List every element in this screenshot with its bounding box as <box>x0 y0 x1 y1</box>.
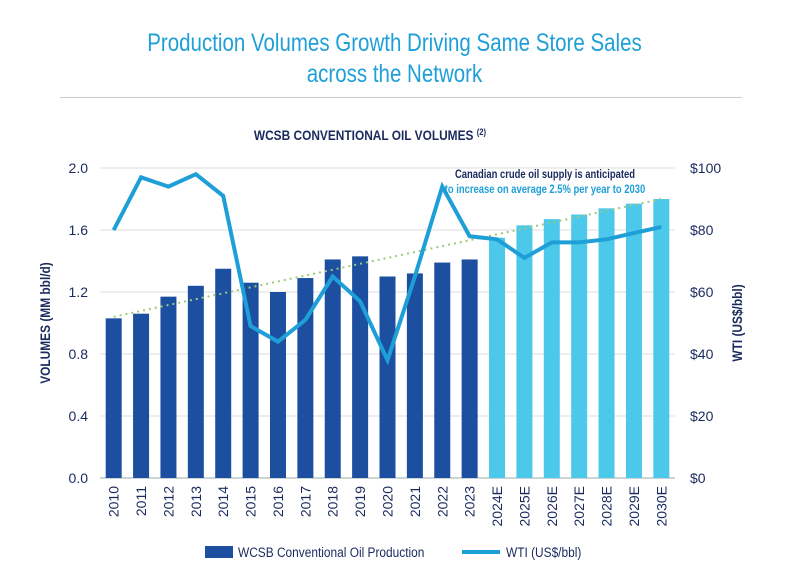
bar-2026E <box>543 219 560 478</box>
title-line-2: across the Network <box>306 60 483 88</box>
wti-point-2017 <box>304 319 306 321</box>
annotation-line-1: Canadian crude oil supply is anticipated <box>455 168 635 181</box>
x-tick-label: 2029E <box>626 486 642 526</box>
wti-point-2012 <box>167 186 169 188</box>
chart-title: WCSB CONVENTIONAL OIL VOLUMES (2) <box>254 126 486 143</box>
wti-point-2022 <box>441 186 443 188</box>
bar-2029E <box>625 203 642 478</box>
wti-point-2010 <box>113 229 115 231</box>
title-line-1: Production Volumes Growth Driving Same S… <box>147 29 642 57</box>
bar-2013 <box>187 285 204 478</box>
annotation-line-2: to increase on average 2.5% per year to … <box>445 183 646 196</box>
x-tick-label: 2017 <box>297 486 313 517</box>
y2-tick-label: $100 <box>690 160 721 176</box>
x-tick-label: 2014 <box>215 486 231 517</box>
bar-2030E <box>653 199 670 478</box>
bar-2016 <box>269 292 286 478</box>
bar-2021 <box>406 273 423 478</box>
y-tick-label: 0.8 <box>69 346 89 362</box>
y-tick-label: 1.6 <box>69 222 89 238</box>
bar-2020 <box>379 276 396 478</box>
wti-point-2025E <box>523 257 525 259</box>
wti-point-2026E <box>551 241 553 243</box>
x-tick-label: 2030E <box>653 486 669 526</box>
x-tick-label: 2016 <box>270 486 286 517</box>
bar-2017 <box>297 278 314 478</box>
x-tick-label: 2028E <box>599 486 615 526</box>
x-tick-label: 2011 <box>133 486 149 516</box>
x-tick-label: 2027E <box>571 486 587 526</box>
divider <box>60 97 742 98</box>
bar-2012 <box>160 296 177 478</box>
bar-2014 <box>215 268 232 478</box>
wti-point-2021 <box>414 276 416 277</box>
bar-2023 <box>461 259 478 478</box>
x-tick-label: 2022 <box>434 486 450 517</box>
bar-2025E <box>516 225 533 478</box>
y-tick-label: 2.0 <box>69 160 89 176</box>
wti-point-2018 <box>332 276 334 277</box>
x-tick-label: 2010 <box>106 486 122 517</box>
bar-2024E <box>489 237 506 478</box>
bar-2019 <box>352 256 369 478</box>
bar-2010 <box>105 318 122 478</box>
y2-tick-label: $60 <box>690 284 714 300</box>
y2-tick-label: $0 <box>690 470 706 486</box>
wti-point-2011 <box>140 176 142 178</box>
bar-2022 <box>434 262 451 478</box>
x-tick-label: 2024E <box>489 486 505 526</box>
x-tick-label: 2013 <box>188 486 204 517</box>
y-axis-label: VOLUMES (MM bbl/d) <box>37 262 53 384</box>
bar-2027E <box>571 214 588 478</box>
wti-point-2013 <box>195 173 197 175</box>
bar-2018 <box>324 259 341 478</box>
wti-point-2028E <box>606 238 608 240</box>
x-tick-label: 2012 <box>160 486 176 517</box>
page-title: Production Volumes Growth Driving Same S… <box>71 28 718 90</box>
bar-2015 <box>242 282 259 478</box>
wti-point-2016 <box>277 341 279 343</box>
bar-2028E <box>598 208 615 479</box>
wti-point-2014 <box>222 195 224 197</box>
bar-2011 <box>133 313 150 478</box>
x-tick-label: 2020 <box>380 486 396 517</box>
y2-tick-label: $20 <box>690 408 714 424</box>
legend-line-label: WTI (US$/bbl) <box>506 544 581 560</box>
wti-point-2023 <box>469 235 471 237</box>
y-tick-label: 1.2 <box>69 284 89 300</box>
x-tick-label: 2025E <box>516 486 532 526</box>
wti-point-2024E <box>496 238 498 240</box>
wti-point-2027E <box>578 241 580 243</box>
x-tick-label: 2015 <box>243 486 259 517</box>
x-tick-label: 2026E <box>544 486 560 526</box>
y2-tick-label: $40 <box>690 346 714 362</box>
wti-point-2029E <box>633 232 635 234</box>
y2-axis-label: WTI (US$/bbl) <box>729 284 745 361</box>
y2-tick-label: $80 <box>690 222 714 238</box>
x-tick-label: 2021 <box>407 486 423 517</box>
wti-point-2030E <box>660 226 662 228</box>
wti-point-2019 <box>359 300 361 302</box>
y-tick-label: 0.0 <box>69 470 89 486</box>
x-tick-label: 2019 <box>352 486 368 517</box>
legend-bar-swatch <box>205 546 233 558</box>
wti-point-2015 <box>250 325 252 327</box>
legend-bar-label: WCSB Conventional Oil Production <box>238 544 424 560</box>
y-tick-label: 0.4 <box>69 408 89 424</box>
wti-point-2020 <box>387 359 388 361</box>
x-tick-label: 2018 <box>325 486 341 517</box>
x-tick-label: 2023 <box>462 486 478 517</box>
